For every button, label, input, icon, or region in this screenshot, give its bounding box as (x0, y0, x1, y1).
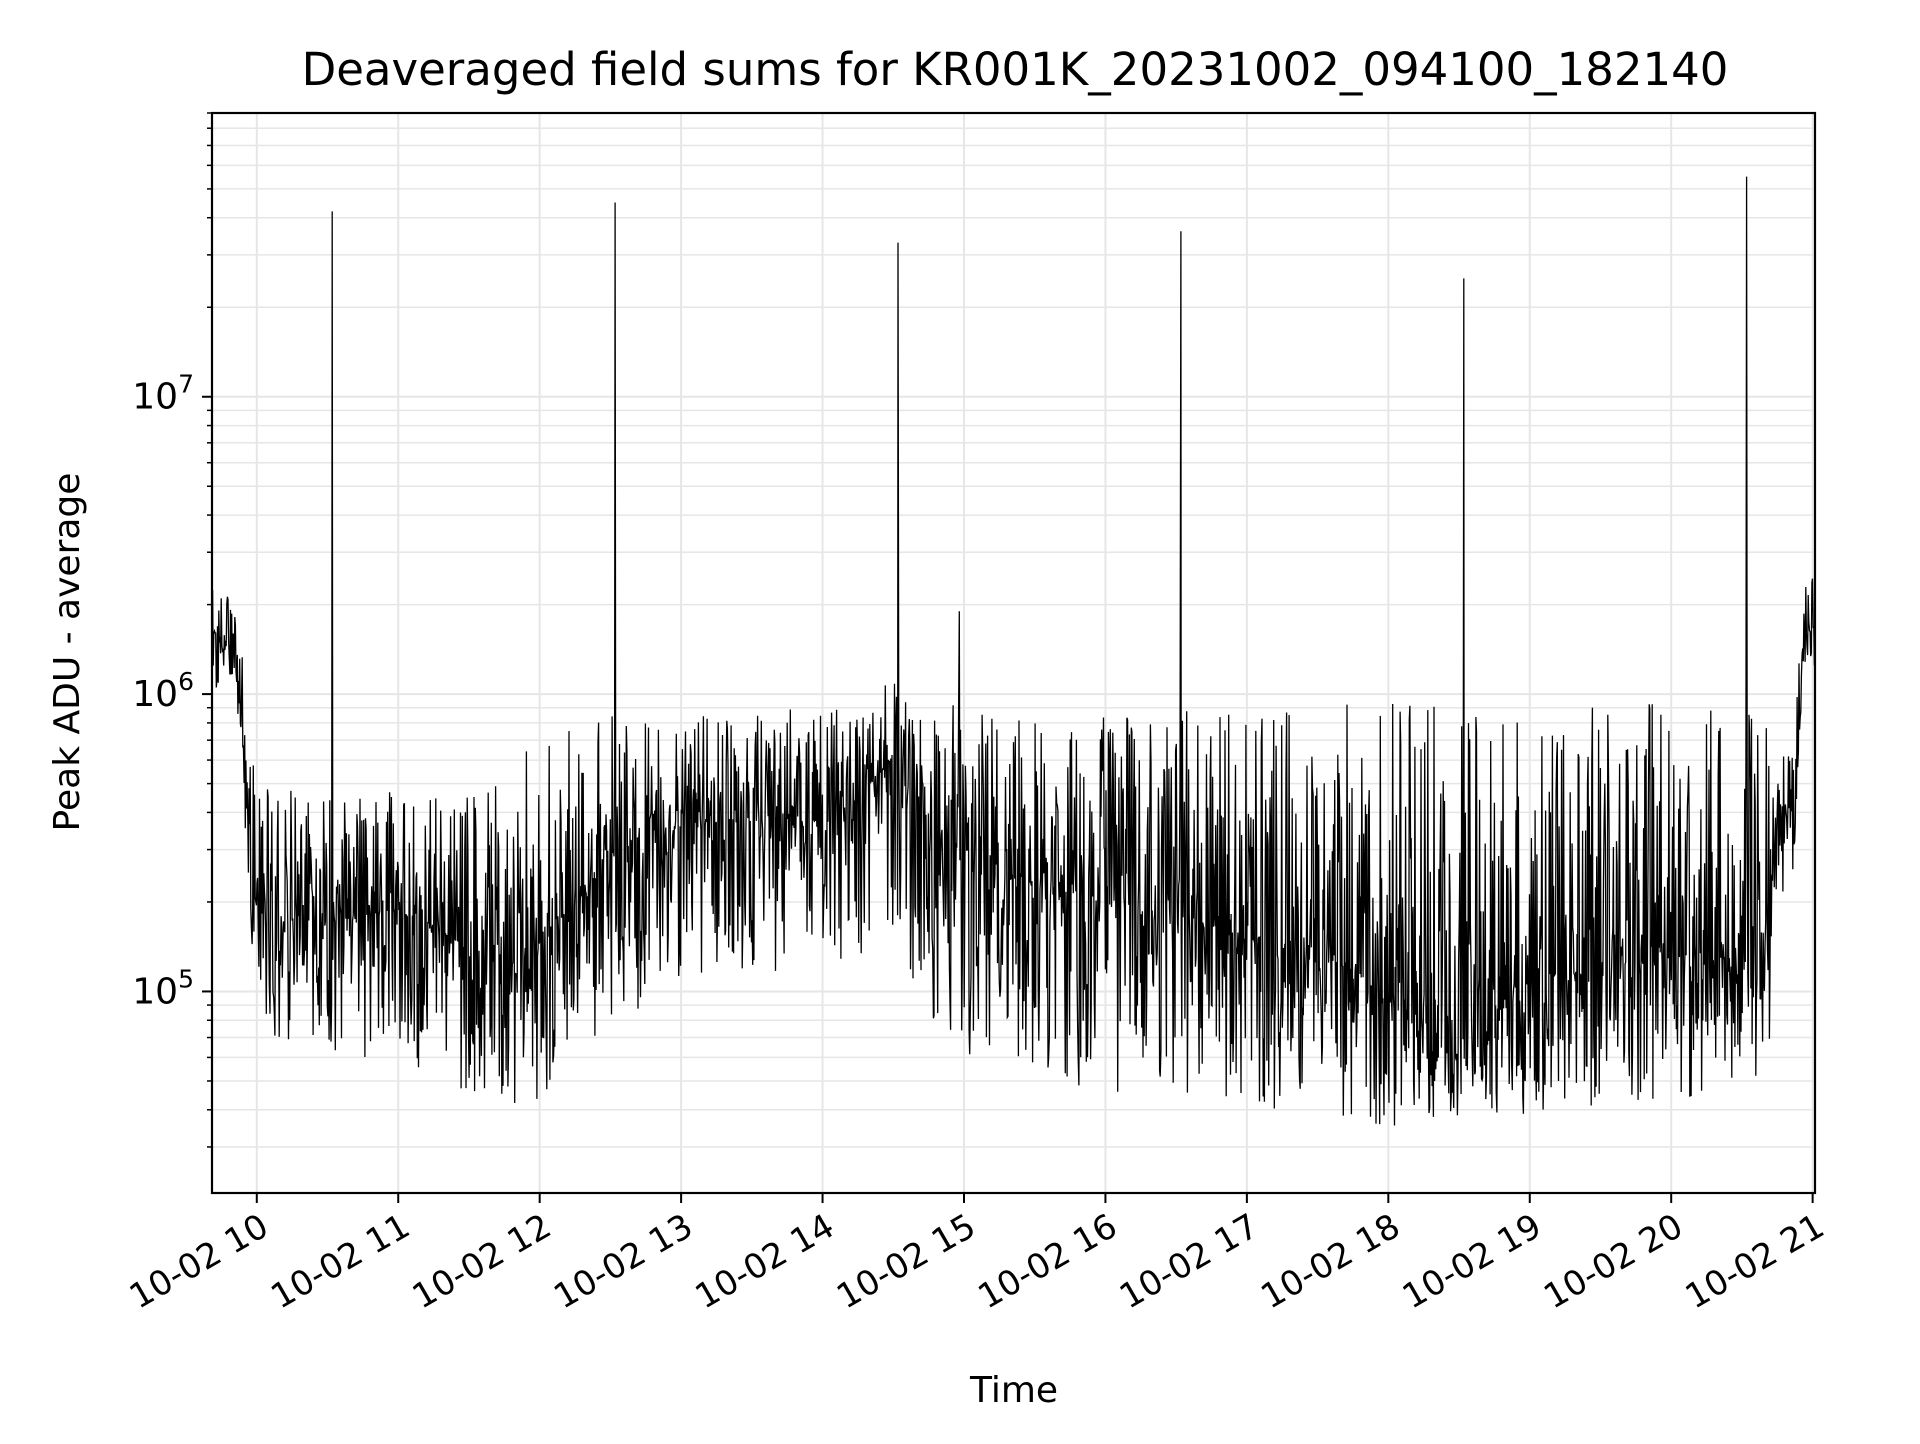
y-tick-label: 105 (132, 964, 194, 1012)
x-tick-label: 10-02 21 (1679, 1206, 1831, 1317)
x-tick-label: 10-02 17 (1113, 1206, 1265, 1317)
x-tick-label: 10-02 12 (406, 1206, 558, 1317)
y-tick-label: 107 (132, 370, 194, 418)
y-tick-label: 106 (132, 667, 194, 715)
x-tick-label: 10-02 19 (1396, 1206, 1548, 1317)
x-tick-label: 10-02 16 (972, 1206, 1124, 1317)
x-tick-label: 10-02 10 (123, 1206, 275, 1317)
grid (212, 112, 1815, 1193)
x-tick-label: 10-02 11 (264, 1206, 416, 1317)
x-axis-label: Time (969, 1370, 1058, 1411)
y-axis-label: Peak ADU - average (47, 473, 88, 832)
plot-frame (210, 111, 1817, 1195)
x-tick-label: 10-02 14 (689, 1206, 841, 1317)
x-tick-label: 10-02 18 (1254, 1206, 1406, 1317)
chart-title: Deaveraged field sums for KR001K_2023100… (302, 43, 1729, 96)
series-line (211, 176, 1816, 1126)
x-tick-label: 10-02 20 (1537, 1206, 1689, 1317)
series-layer (211, 176, 1816, 1126)
y-axis: 105 106 107 (132, 112, 212, 1148)
x-tick-label: 10-02 15 (830, 1206, 982, 1317)
x-tick-label: 10-02 13 (547, 1206, 699, 1317)
